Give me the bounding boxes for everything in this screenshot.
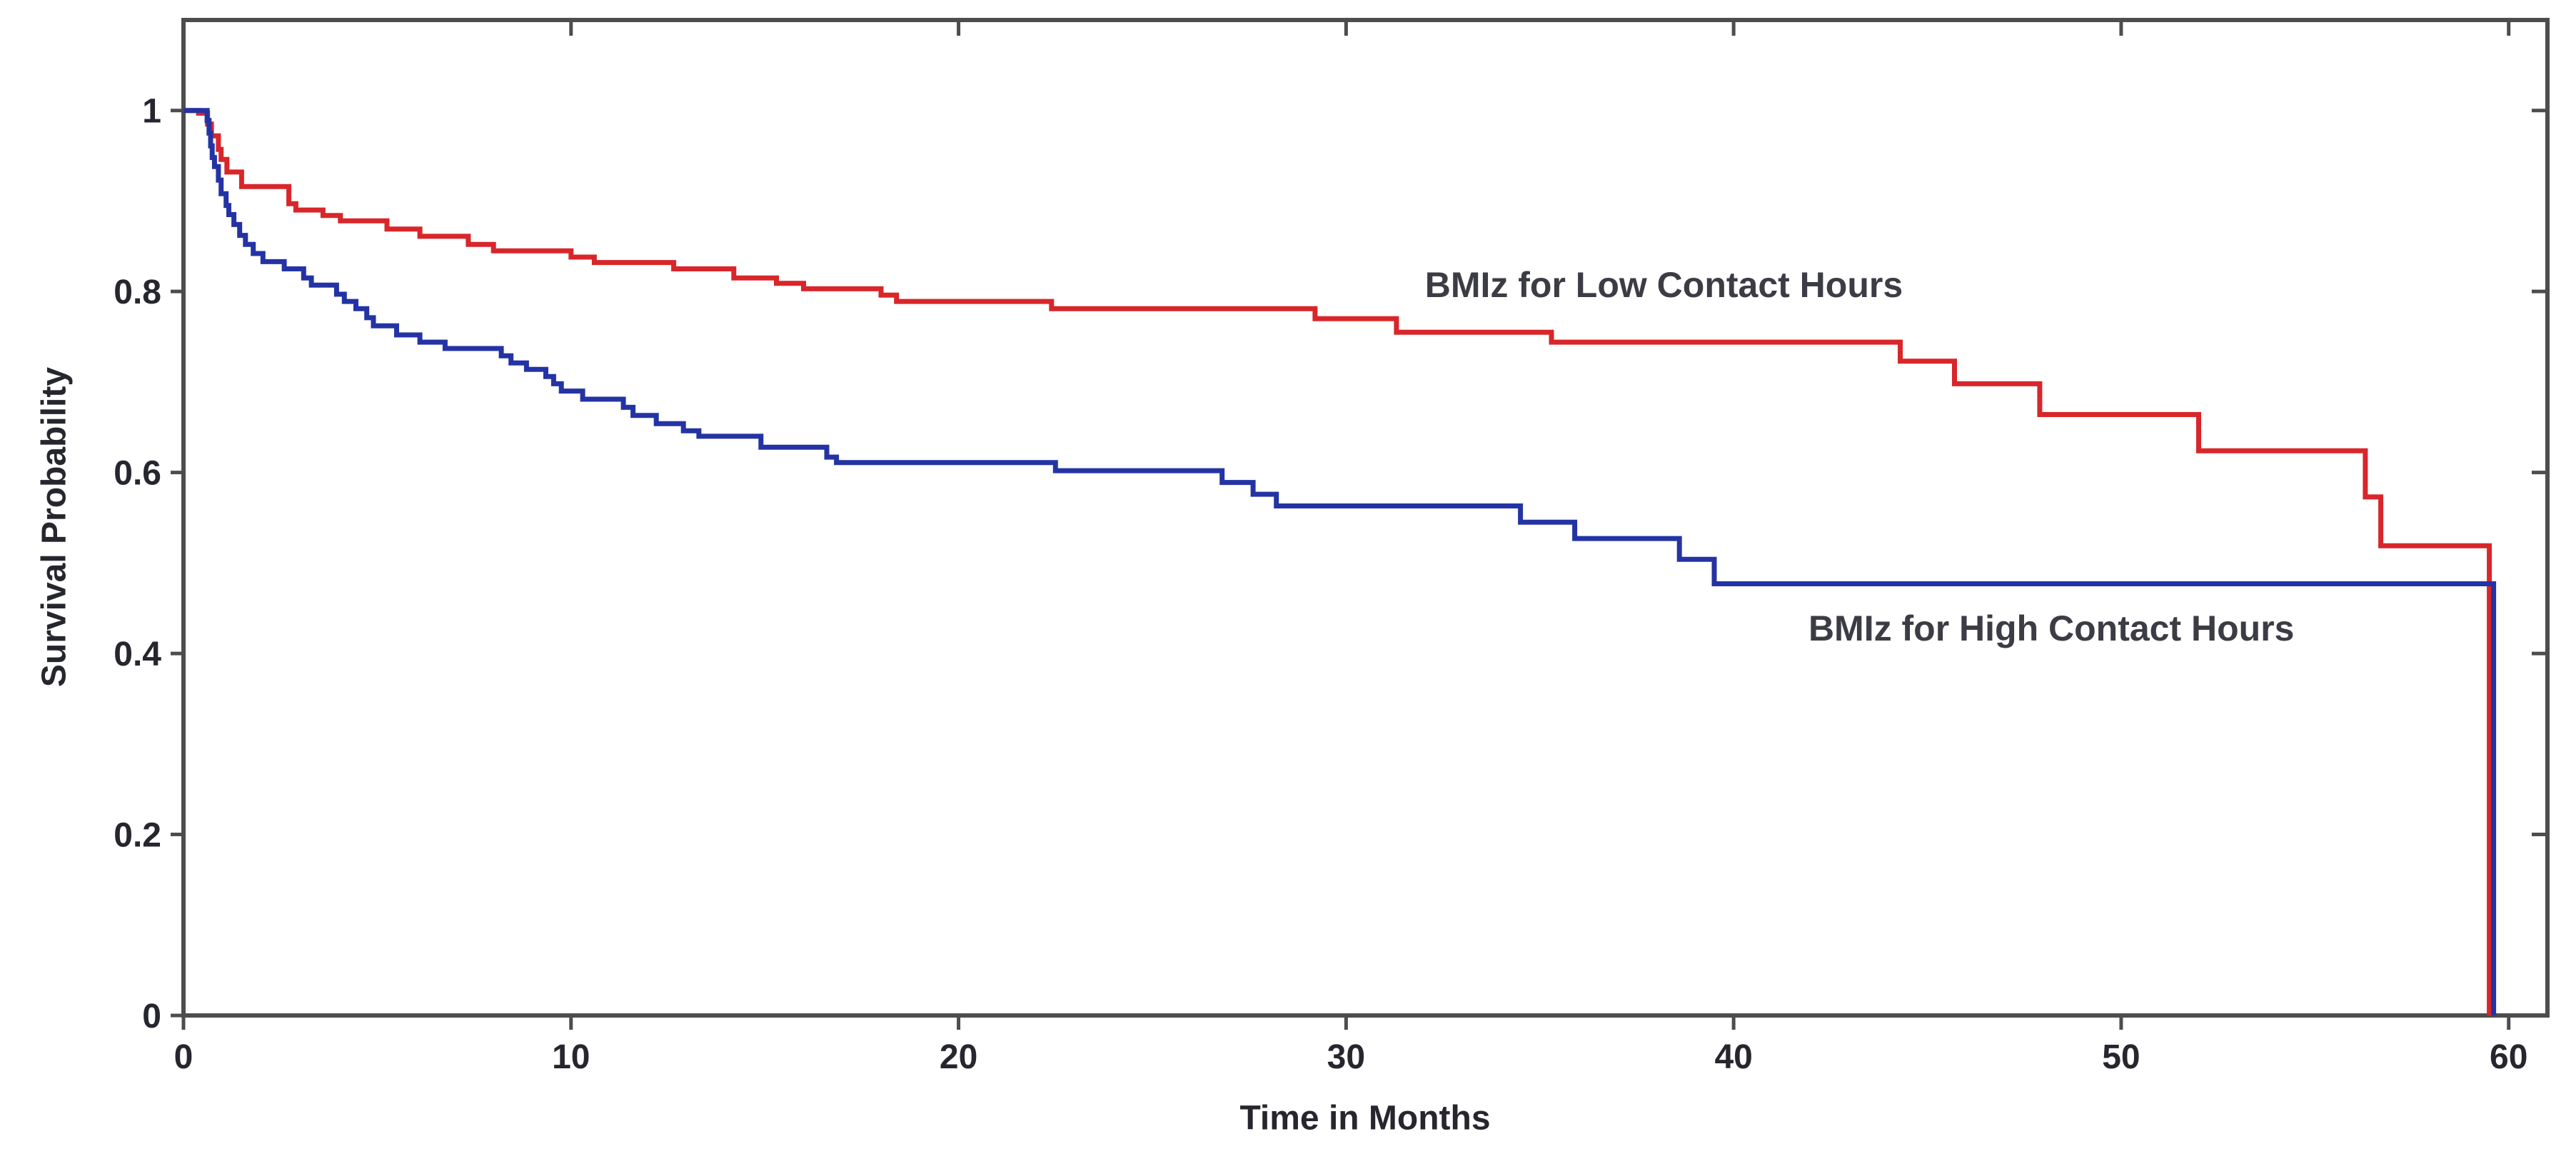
y-tick-label: 0.6: [114, 455, 161, 493]
plot-border: [181, 18, 2550, 1018]
series-label-high-contact-hours: BMIz for High Contact Hours: [1808, 608, 2295, 648]
y-tick-label: 0.4: [114, 636, 161, 673]
x-tick-label: 50: [2102, 1038, 2140, 1076]
high-contact-survival-curve: [183, 108, 2497, 1015]
series-label-low-contact-hours: BMIz for Low Contact Hours: [1424, 265, 1903, 306]
x-tick-label: 40: [1714, 1038, 1752, 1076]
y-tick-label: 0: [142, 998, 161, 1035]
y-tick-label: 0.8: [114, 274, 161, 311]
x-axis-title: Time in Months: [1239, 1099, 1491, 1138]
x-tick-label: 30: [1327, 1038, 1365, 1076]
y-tick-label: 0.2: [114, 817, 161, 855]
y-axis-title: Survival Probability: [35, 366, 74, 688]
low-contact-survival-curve: [183, 108, 2492, 1015]
x-tick-label: 60: [2490, 1038, 2527, 1076]
x-tick-label: 20: [940, 1038, 977, 1076]
x-tick-label: 10: [552, 1038, 590, 1076]
y-tick-label: 1: [142, 93, 161, 131]
x-tick-label: 0: [174, 1038, 193, 1076]
